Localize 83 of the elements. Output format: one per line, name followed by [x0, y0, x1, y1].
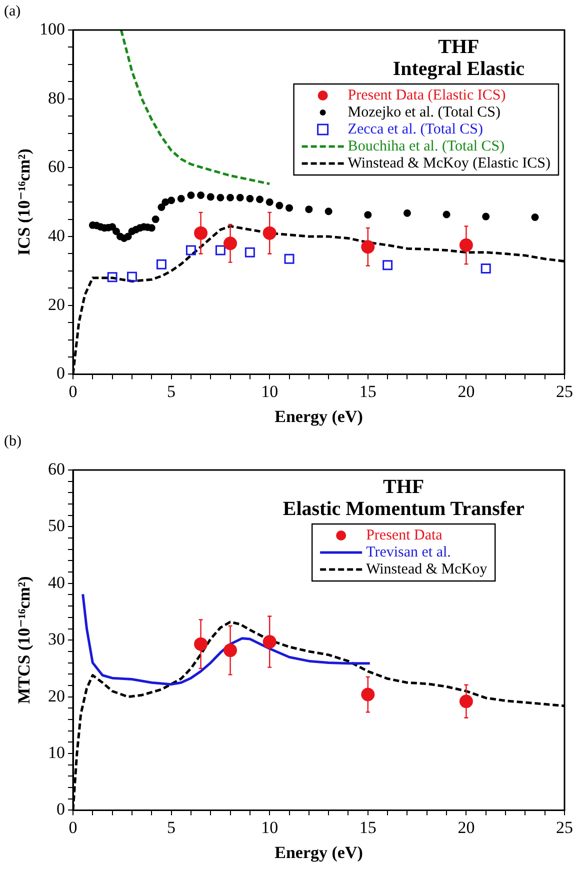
point	[158, 204, 166, 212]
point	[262, 226, 276, 240]
chart-title: THF	[438, 36, 480, 58]
legend-label: Trevisan et al.	[366, 544, 451, 560]
x-tick-label: 0	[68, 818, 78, 837]
y-tick-label: 40	[48, 226, 65, 245]
point	[256, 196, 264, 204]
point	[442, 210, 450, 218]
y-tick-label: 80	[48, 88, 65, 108]
y-axis-title: ICS (10⁻¹⁶cm²)	[14, 148, 34, 256]
x-tick-label: 10	[261, 382, 278, 401]
text: Integral Elastic	[392, 58, 525, 80]
x-tick-label: 25	[556, 818, 573, 837]
point	[197, 191, 205, 199]
point	[177, 194, 185, 202]
point	[324, 208, 332, 216]
point	[364, 211, 372, 219]
y-tick-label: 30	[48, 630, 65, 649]
point	[276, 202, 284, 210]
point	[262, 635, 276, 649]
y-tick-label: 20	[48, 294, 65, 314]
y-tick-label: 0	[56, 800, 65, 819]
x-tick-label: 15	[359, 382, 376, 401]
point	[186, 245, 196, 256]
point	[226, 194, 234, 202]
x-tick-label: 0	[68, 382, 78, 401]
x-tick-label: 20	[458, 818, 475, 837]
text: (b)	[4, 433, 22, 450]
point	[361, 240, 375, 254]
point	[126, 272, 137, 282]
point	[305, 206, 313, 214]
y-tick-label: 10	[48, 742, 65, 762]
point	[168, 196, 176, 204]
point	[284, 254, 294, 264]
text: (a)	[4, 3, 21, 20]
point	[361, 688, 375, 702]
legend-label: Bouchiha et al. (Total CS)	[348, 138, 505, 154]
y-tick-label: 20	[48, 686, 65, 706]
point	[403, 209, 411, 217]
point	[187, 191, 195, 199]
point	[480, 264, 491, 274]
x-axis-title: Energy (eV)	[274, 407, 363, 426]
point	[162, 198, 170, 206]
x-tick-label: 15	[359, 818, 376, 837]
y-tick-label: 40	[48, 572, 65, 592]
legend-label: Winstead & McKoy	[366, 561, 488, 578]
legend-label: Zecca et al. (Total CS)	[348, 121, 483, 138]
point	[266, 198, 274, 206]
point	[206, 193, 214, 201]
legend-label: Present Data	[366, 527, 443, 544]
point	[112, 228, 120, 236]
x-tick-label: 20	[458, 382, 475, 401]
point	[107, 272, 118, 282]
point	[482, 212, 490, 220]
point	[246, 194, 254, 202]
x-tick-label: 5	[167, 382, 176, 401]
point	[531, 213, 539, 221]
legend-label: Mozejko et al. (Total CS)	[348, 104, 500, 120]
y-tick-label: 50	[48, 516, 65, 536]
legend-label: Present Data (Elastic ICS)	[348, 87, 506, 104]
y-tick-label: 0	[56, 364, 65, 383]
point	[152, 216, 160, 224]
y-tick-label: 60	[48, 157, 65, 176]
y-tick-label: 60	[48, 459, 65, 478]
point	[124, 232, 132, 240]
text: Elastic Momentum Transfer	[282, 498, 524, 520]
chart-title: THF	[383, 476, 424, 498]
y-tick-label: 100	[40, 19, 65, 38]
x-tick-label: 5	[167, 818, 176, 837]
point	[108, 223, 116, 231]
point	[215, 245, 226, 256]
point	[156, 259, 166, 270]
point	[244, 247, 255, 258]
x-tick-label: 25	[556, 382, 573, 401]
x-tick-label: 10	[261, 818, 278, 837]
point	[382, 260, 393, 270]
legend-label: Winstead & McKoy (Elastic ICS)	[348, 155, 551, 172]
x-axis-title: Energy (eV)	[274, 843, 363, 862]
y-axis-title: MTCS (10⁻¹⁶cm²)	[14, 576, 34, 704]
point	[286, 204, 294, 212]
point	[216, 194, 224, 202]
line-series	[120, 30, 271, 186]
point	[236, 194, 244, 202]
